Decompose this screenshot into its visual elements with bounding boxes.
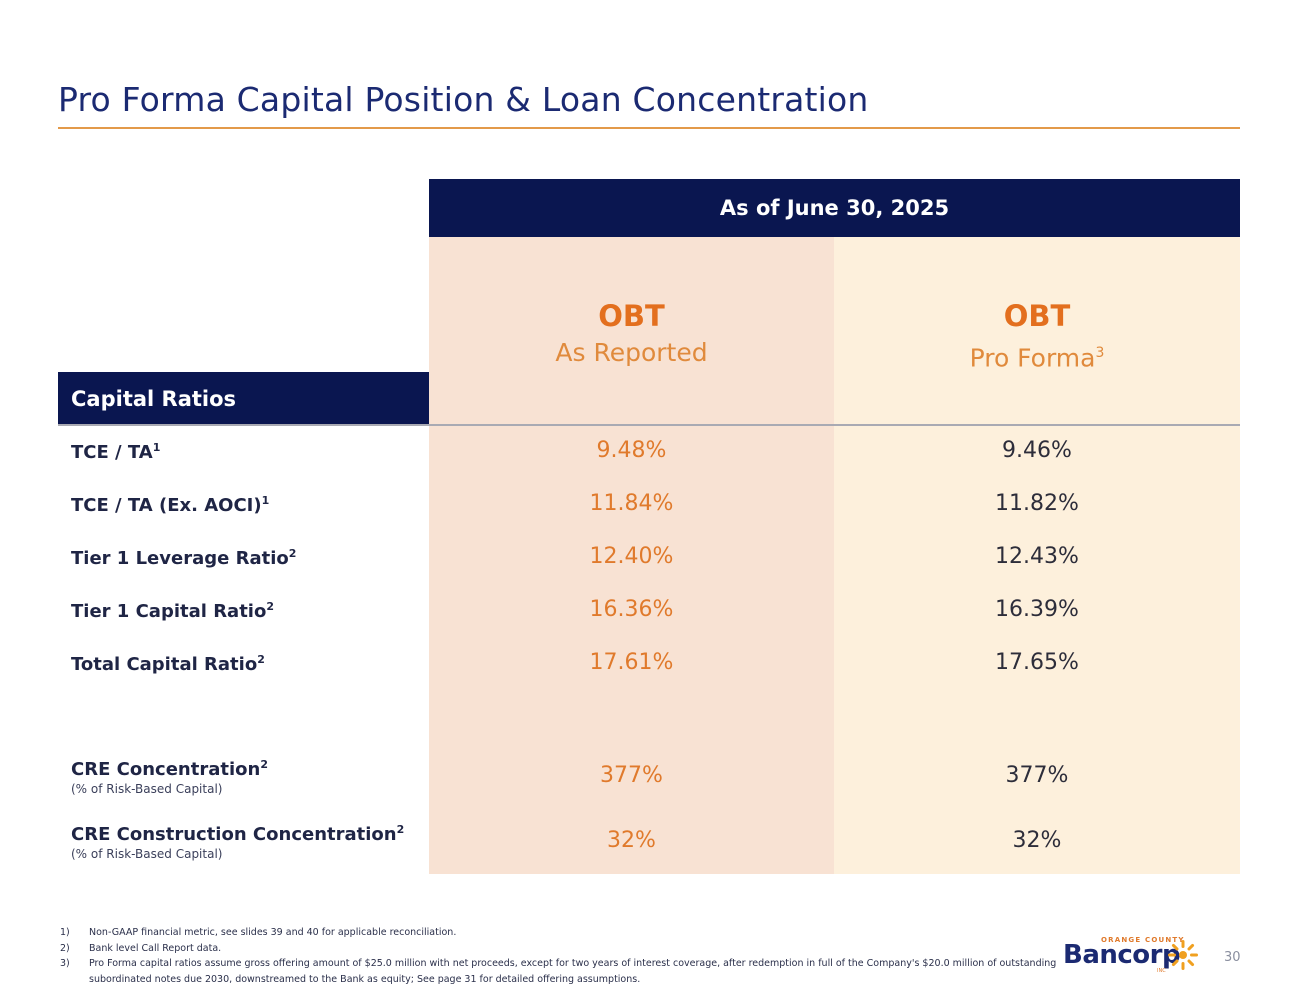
value-reported-tier1-leverage: 12.40% <box>589 544 674 569</box>
row-label-text: CRE Construction Concentration <box>71 824 397 845</box>
row-footnote-marker: 2 <box>260 758 268 771</box>
proforma-column-name: OBT <box>1003 299 1071 333</box>
value-proforma-total-capital: 17.65% <box>995 650 1079 675</box>
sunburst-icon <box>1168 940 1198 970</box>
title-divider <box>58 127 1240 129</box>
value-reported-tier1-capital: 16.36% <box>589 597 674 622</box>
value-reported-cre-construction: 32% <box>607 828 656 853</box>
reported-column-header: OBT As Reported <box>429 296 834 370</box>
row-label-text: Tier 1 Leverage Ratio <box>71 548 289 569</box>
logo-inc: INC <box>1157 968 1166 974</box>
value-proforma-tce-ta: 9.46% <box>1002 438 1072 463</box>
proforma-column-background <box>834 237 1240 874</box>
row-label-text: Tier 1 Capital Ratio <box>71 601 267 622</box>
row-label-text: CRE Concentration <box>71 759 261 780</box>
value-proforma-tier1-capital: 16.39% <box>995 597 1079 622</box>
value-proforma-cre-construction: 32% <box>1012 828 1062 853</box>
footnote-text: Non-GAAP financial metric, see slides 39… <box>89 927 457 938</box>
row-label-tce-ta-ex-aoci: TCE / TA (Ex. AOCI)1 <box>71 494 269 516</box>
proforma-column-subtitle: Pro Forma <box>969 343 1096 373</box>
row-footnote-marker: 2 <box>266 600 274 613</box>
value-reported-cre-concentration: 377% <box>600 763 663 788</box>
page-number: 30 <box>1224 950 1241 965</box>
reported-column-subtitle: As Reported <box>555 338 708 367</box>
logo-wordmark: Bancorp <box>1063 940 1181 970</box>
row-note: (% of Risk-Based Capital) <box>71 847 223 861</box>
value-proforma-tce-ta-ex-aoci: 11.82% <box>995 491 1079 516</box>
footnote-number: 2) <box>60 942 70 954</box>
proforma-column-subtitle-wrap: Pro Forma3 <box>834 336 1240 375</box>
footnote-number: 1) <box>60 927 70 938</box>
row-footnote-marker: 2 <box>288 547 297 560</box>
proforma-footnote-marker: 3 <box>1095 345 1105 361</box>
value-reported-total-capital: 17.61% <box>589 650 674 675</box>
footnote-item: 2) Bank level Call Report data. <box>60 941 1060 957</box>
row-footnote-marker: 2 <box>396 823 405 836</box>
footnote-text: Pro Forma capital ratios assume gross of… <box>89 958 1057 985</box>
date-header: As of June 30, 2025 <box>429 179 1240 237</box>
footnotes: 1) Non-GAAP financial metric, see slides … <box>60 925 1060 987</box>
row-label-text: Total Capital Ratio <box>71 654 258 675</box>
row-footnote-marker: 1 <box>261 494 270 507</box>
row-label-tier1-capital: Tier 1 Capital Ratio2 <box>71 600 274 622</box>
row-label-text: TCE / TA <box>71 442 153 463</box>
value-proforma-tier1-leverage: 12.43% <box>995 544 1079 569</box>
page-title: Pro Forma Capital Position & Loan Concen… <box>58 80 869 119</box>
footnote-item: 3) Pro Forma capital ratios assume gross … <box>60 956 1060 987</box>
row-label-cre-concentration: CRE Concentration2 (% of Risk-Based Capit… <box>71 758 268 796</box>
reported-column-name: OBT <box>598 299 665 333</box>
row-label-total-capital: Total Capital Ratio2 <box>71 653 265 675</box>
capital-ratios-header: Capital Ratios <box>58 372 429 425</box>
footnote-item: 1) Non-GAAP financial metric, see slides … <box>60 925 1060 941</box>
value-reported-tce-ta: 9.48% <box>596 438 667 463</box>
logo-tagline: ORANGE COUNTY <box>1101 936 1185 944</box>
value-reported-tce-ta-ex-aoci: 11.84% <box>589 491 674 516</box>
value-proforma-cre-concentration: 377% <box>1005 763 1069 788</box>
reported-column-background <box>429 237 834 874</box>
row-label-text: TCE / TA (Ex. AOCI) <box>71 495 262 516</box>
row-label-cre-construction: CRE Construction Concentration2 (% of Ris… <box>71 823 404 861</box>
header-divider <box>58 424 1240 426</box>
proforma-column-header: OBT Pro Forma3 <box>834 296 1240 375</box>
footnote-text: Bank level Call Report data. <box>89 942 222 954</box>
row-label-tce-ta: TCE / TA1 <box>71 441 160 463</box>
row-footnote-marker: 1 <box>152 441 161 454</box>
company-logo: ORANGE COUNTY Bancorp INC <box>1063 936 1203 980</box>
row-note: (% of Risk-Based Capital) <box>71 782 223 796</box>
row-label-tier1-leverage: Tier 1 Leverage Ratio2 <box>71 547 296 569</box>
footnote-number: 3) <box>60 958 70 969</box>
row-footnote-marker: 2 <box>257 653 265 666</box>
